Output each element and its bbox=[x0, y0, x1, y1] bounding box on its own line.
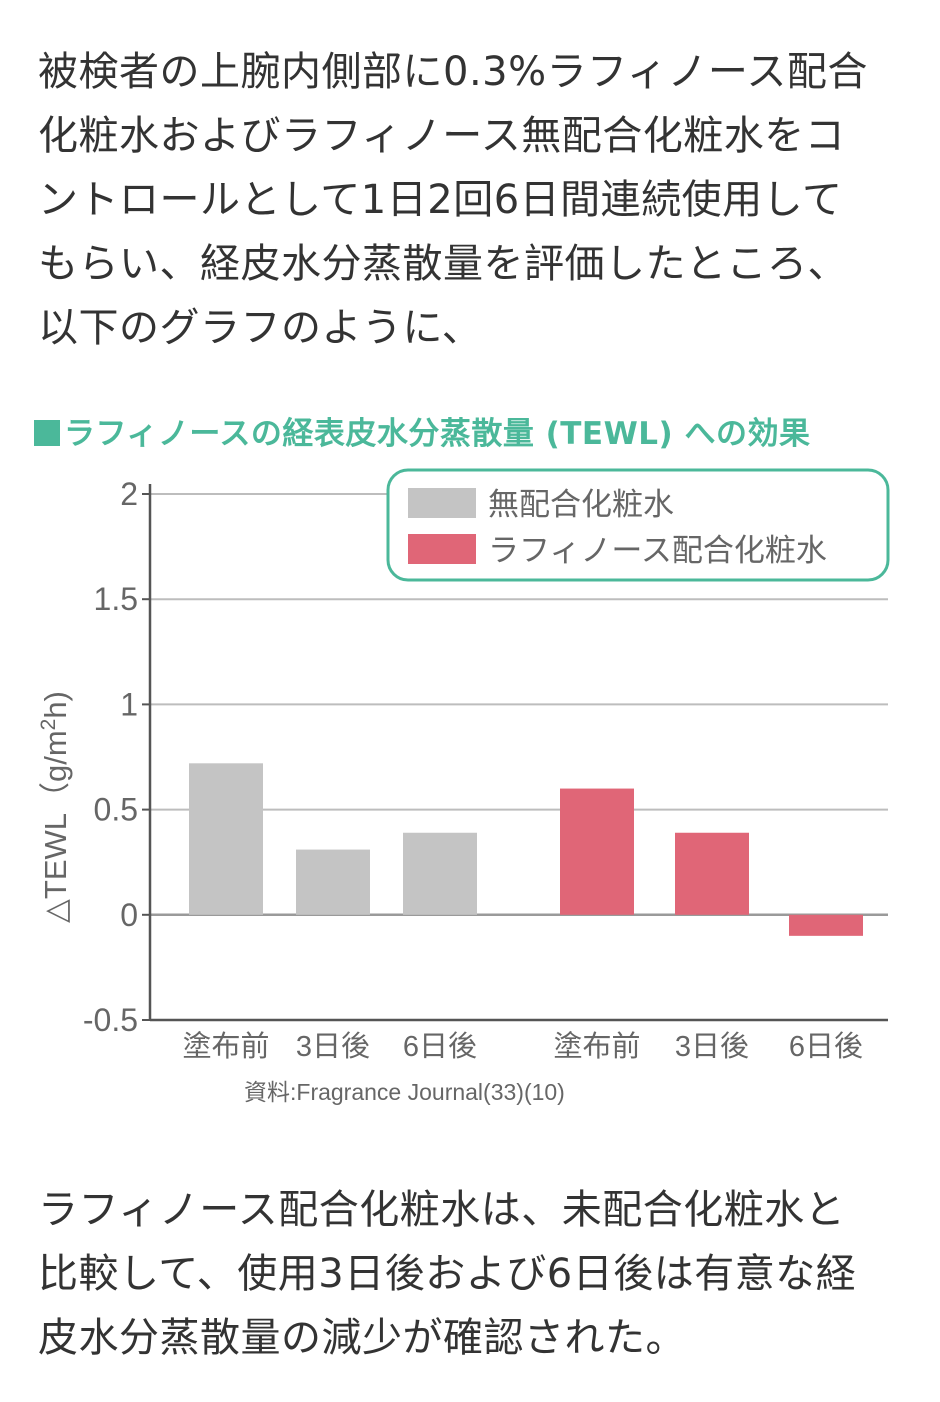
y-tick-label: 0.5 bbox=[94, 792, 138, 828]
bar-control-1 bbox=[296, 849, 370, 915]
outro-line: 比較して、使用3日後および6日後は有意な経 bbox=[38, 1251, 857, 1297]
bar-control-2 bbox=[403, 832, 477, 915]
legend-label: ラフィノース配合化粧水 bbox=[488, 533, 827, 568]
y-tick-label: -0.5 bbox=[83, 1002, 138, 1038]
axes bbox=[142, 484, 888, 1022]
bar-raffinose-0 bbox=[560, 788, 634, 915]
bar-raffinose-1 bbox=[675, 832, 749, 915]
intro-line: 被検者の上腕内側部に0.3%ラフィノース配合 bbox=[38, 49, 868, 95]
conclusion-paragraph: ラフィノース配合化粧水は、未配合化粧水と 比較して、使用3日後および6日後は有意… bbox=[38, 1178, 898, 1370]
x-tick-label: 塗布前 bbox=[182, 1030, 269, 1063]
bars bbox=[189, 763, 863, 936]
intro-line: ントロールとして1日2回6日間連続使用して bbox=[38, 177, 843, 223]
legend-swatch bbox=[408, 534, 476, 564]
x-tick-label: 3日後 bbox=[296, 1030, 370, 1063]
y-tick-label: 1 bbox=[120, 686, 138, 722]
x-tick-label: 6日後 bbox=[789, 1030, 863, 1063]
bar-raffinose-2 bbox=[789, 914, 863, 936]
title-square-icon bbox=[34, 420, 60, 446]
y-axis-label: △TEWL（g/m2h) bbox=[37, 691, 74, 923]
intro-paragraph: 被検者の上腕内側部に0.3%ラフィノース配合 化粧水およびラフィノース無配合化粧… bbox=[38, 40, 898, 360]
tewl-bar-chart: -0.5 0 0.5 1 1.5 2 塗布前 3日後 6日後 塗布前 3日後 6日後 無配合化粧水ラ… bbox=[37, 468, 890, 1105]
x-tick-label: 3日後 bbox=[675, 1030, 749, 1063]
outro-line: ラフィノース配合化粧水は、未配合化粧水と bbox=[38, 1187, 846, 1233]
outro-line: 皮水分蒸散量の減少が確認された。 bbox=[38, 1315, 686, 1361]
x-tick-labels: 塗布前 3日後 6日後 塗布前 3日後 6日後 bbox=[182, 1030, 863, 1063]
legend-swatch bbox=[408, 488, 476, 518]
y-tick-label: 2 bbox=[120, 476, 138, 512]
legend-label: 無配合化粧水 bbox=[488, 487, 674, 522]
y-tick-labels: -0.5 0 0.5 1 1.5 2 bbox=[83, 476, 138, 1038]
legend-box bbox=[386, 468, 890, 582]
chart-title: ラフィノースの経表皮水分蒸散量 (TEWL) への効果 bbox=[34, 408, 811, 453]
intro-line: 以下のグラフのように、 bbox=[38, 305, 483, 351]
intro-line: もらい、経皮水分蒸散量を評価したところ、 bbox=[38, 241, 848, 287]
y-tick-label: 0 bbox=[120, 897, 138, 933]
y-label-main: △TEWL（g/m bbox=[38, 730, 73, 923]
chart-title-text: ラフィノースの経表皮水分蒸散量 (TEWL) への効果 bbox=[64, 416, 811, 452]
x-tick-label: 塗布前 bbox=[553, 1030, 640, 1063]
bar-control-0 bbox=[189, 763, 263, 915]
intro-line: 化粧水およびラフィノース無配合化粧水をコ bbox=[38, 113, 846, 159]
y-label-superscript: 2 bbox=[37, 719, 60, 731]
y-tick-label: 1.5 bbox=[94, 581, 138, 617]
y-label-tail: h) bbox=[38, 691, 73, 719]
source-note: 資料:Fragrance Journal(33)(10) bbox=[244, 1079, 565, 1105]
x-tick-label: 6日後 bbox=[403, 1030, 477, 1063]
